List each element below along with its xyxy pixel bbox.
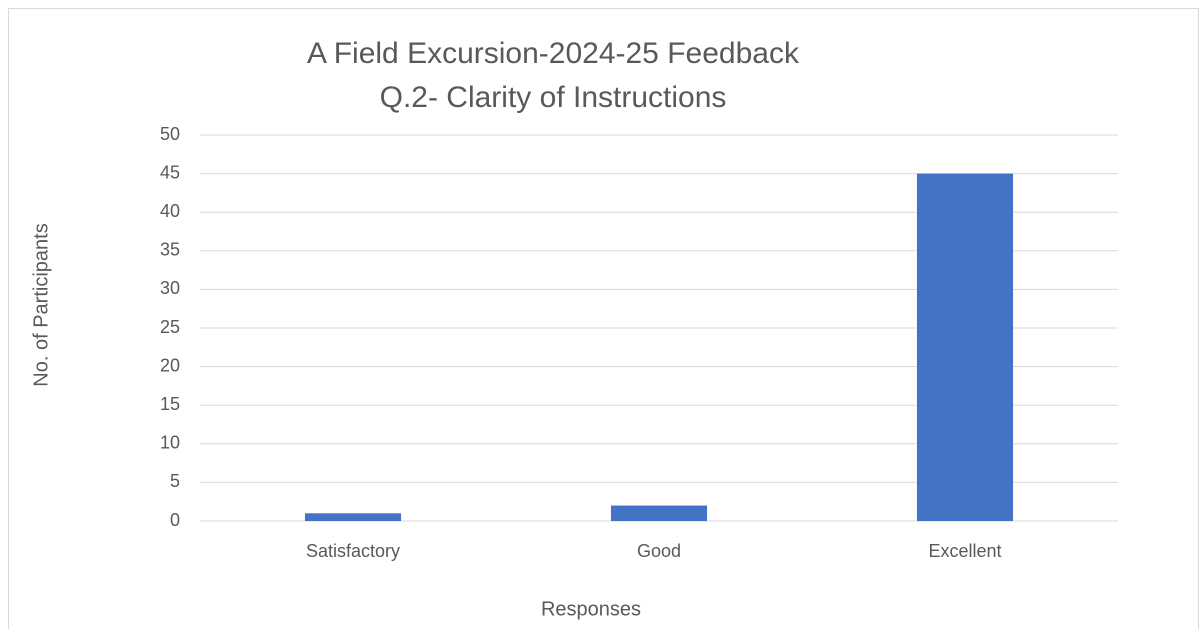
y-tick-label: 35 (160, 240, 180, 260)
y-tick-label: 0 (170, 510, 180, 530)
bar (916, 173, 1014, 521)
y-tick-label: 15 (160, 394, 180, 414)
x-tick-label: Satisfactory (306, 541, 400, 561)
chart-title: A Field Excursion-2024-25 Feedback (307, 37, 800, 70)
y-tick-label: 30 (160, 278, 180, 298)
bar (610, 505, 708, 521)
y-tick-label: 5 (170, 471, 180, 491)
x-tick-label: Excellent (928, 541, 1001, 561)
y-tick-label: 25 (160, 317, 180, 337)
bar (304, 513, 402, 521)
y-tick-label: 10 (160, 433, 180, 453)
y-tick-label: 40 (160, 201, 180, 221)
chart-title: Q.2- Clarity of Instructions (380, 81, 727, 114)
y-tick-label: 50 (160, 124, 180, 144)
y-tick-label: 20 (160, 355, 180, 375)
x-tick-label: Good (637, 541, 681, 561)
x-axis-title: Responses (541, 598, 641, 620)
y-axis-title: No. of Participants (30, 223, 52, 386)
y-tick-label: 45 (160, 162, 180, 182)
chart-border (8, 8, 1199, 629)
